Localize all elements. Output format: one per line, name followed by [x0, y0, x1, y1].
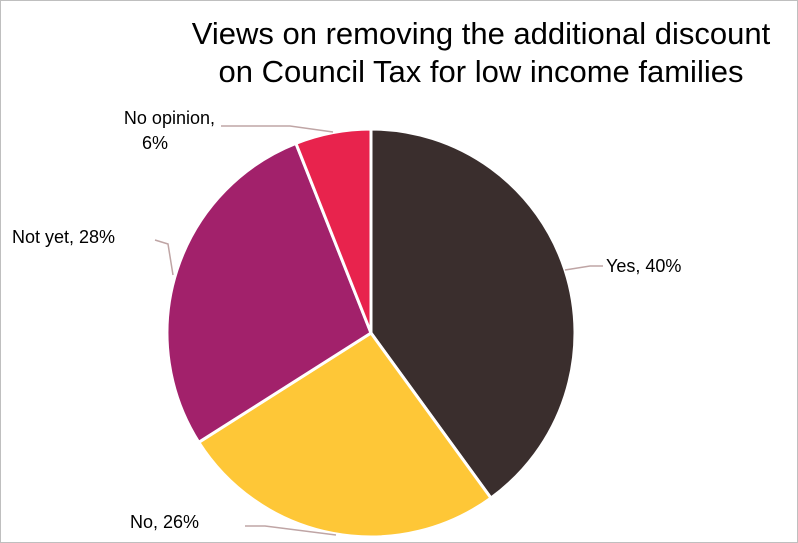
data-labels: Yes, 40% No, 26% Not yet, 28% No opinion, 6% — [12, 108, 681, 532]
data-label-not-yet: Not yet, 28% — [12, 227, 115, 247]
data-label-no-opinion-line-1: No opinion, — [124, 108, 215, 128]
pie-slice-no — [197, 331, 493, 539]
leader-lines — [154, 125, 603, 536]
pie-slice-not-yet — [165, 141, 373, 444]
leader-line-no-opinion — [221, 125, 334, 133]
chart-title-line-1: Views on removing the additional discoun… — [191, 16, 771, 51]
leader-line-not-yet — [154, 239, 174, 276]
leader-line-no — [245, 525, 337, 536]
leader-line-yes — [564, 265, 603, 271]
data-label-no: No, 26% — [130, 512, 199, 532]
data-label-no-opinion-line-2: 6% — [142, 133, 168, 153]
chart-title-line-2: on Council Tax for low income families — [218, 54, 744, 89]
pie-slices — [165, 127, 577, 539]
data-label-yes: Yes, 40% — [606, 256, 681, 276]
chart-title: Views on removing the additional discoun… — [161, 15, 798, 91]
data-label-no-opinion: No opinion, 6% — [124, 108, 215, 153]
